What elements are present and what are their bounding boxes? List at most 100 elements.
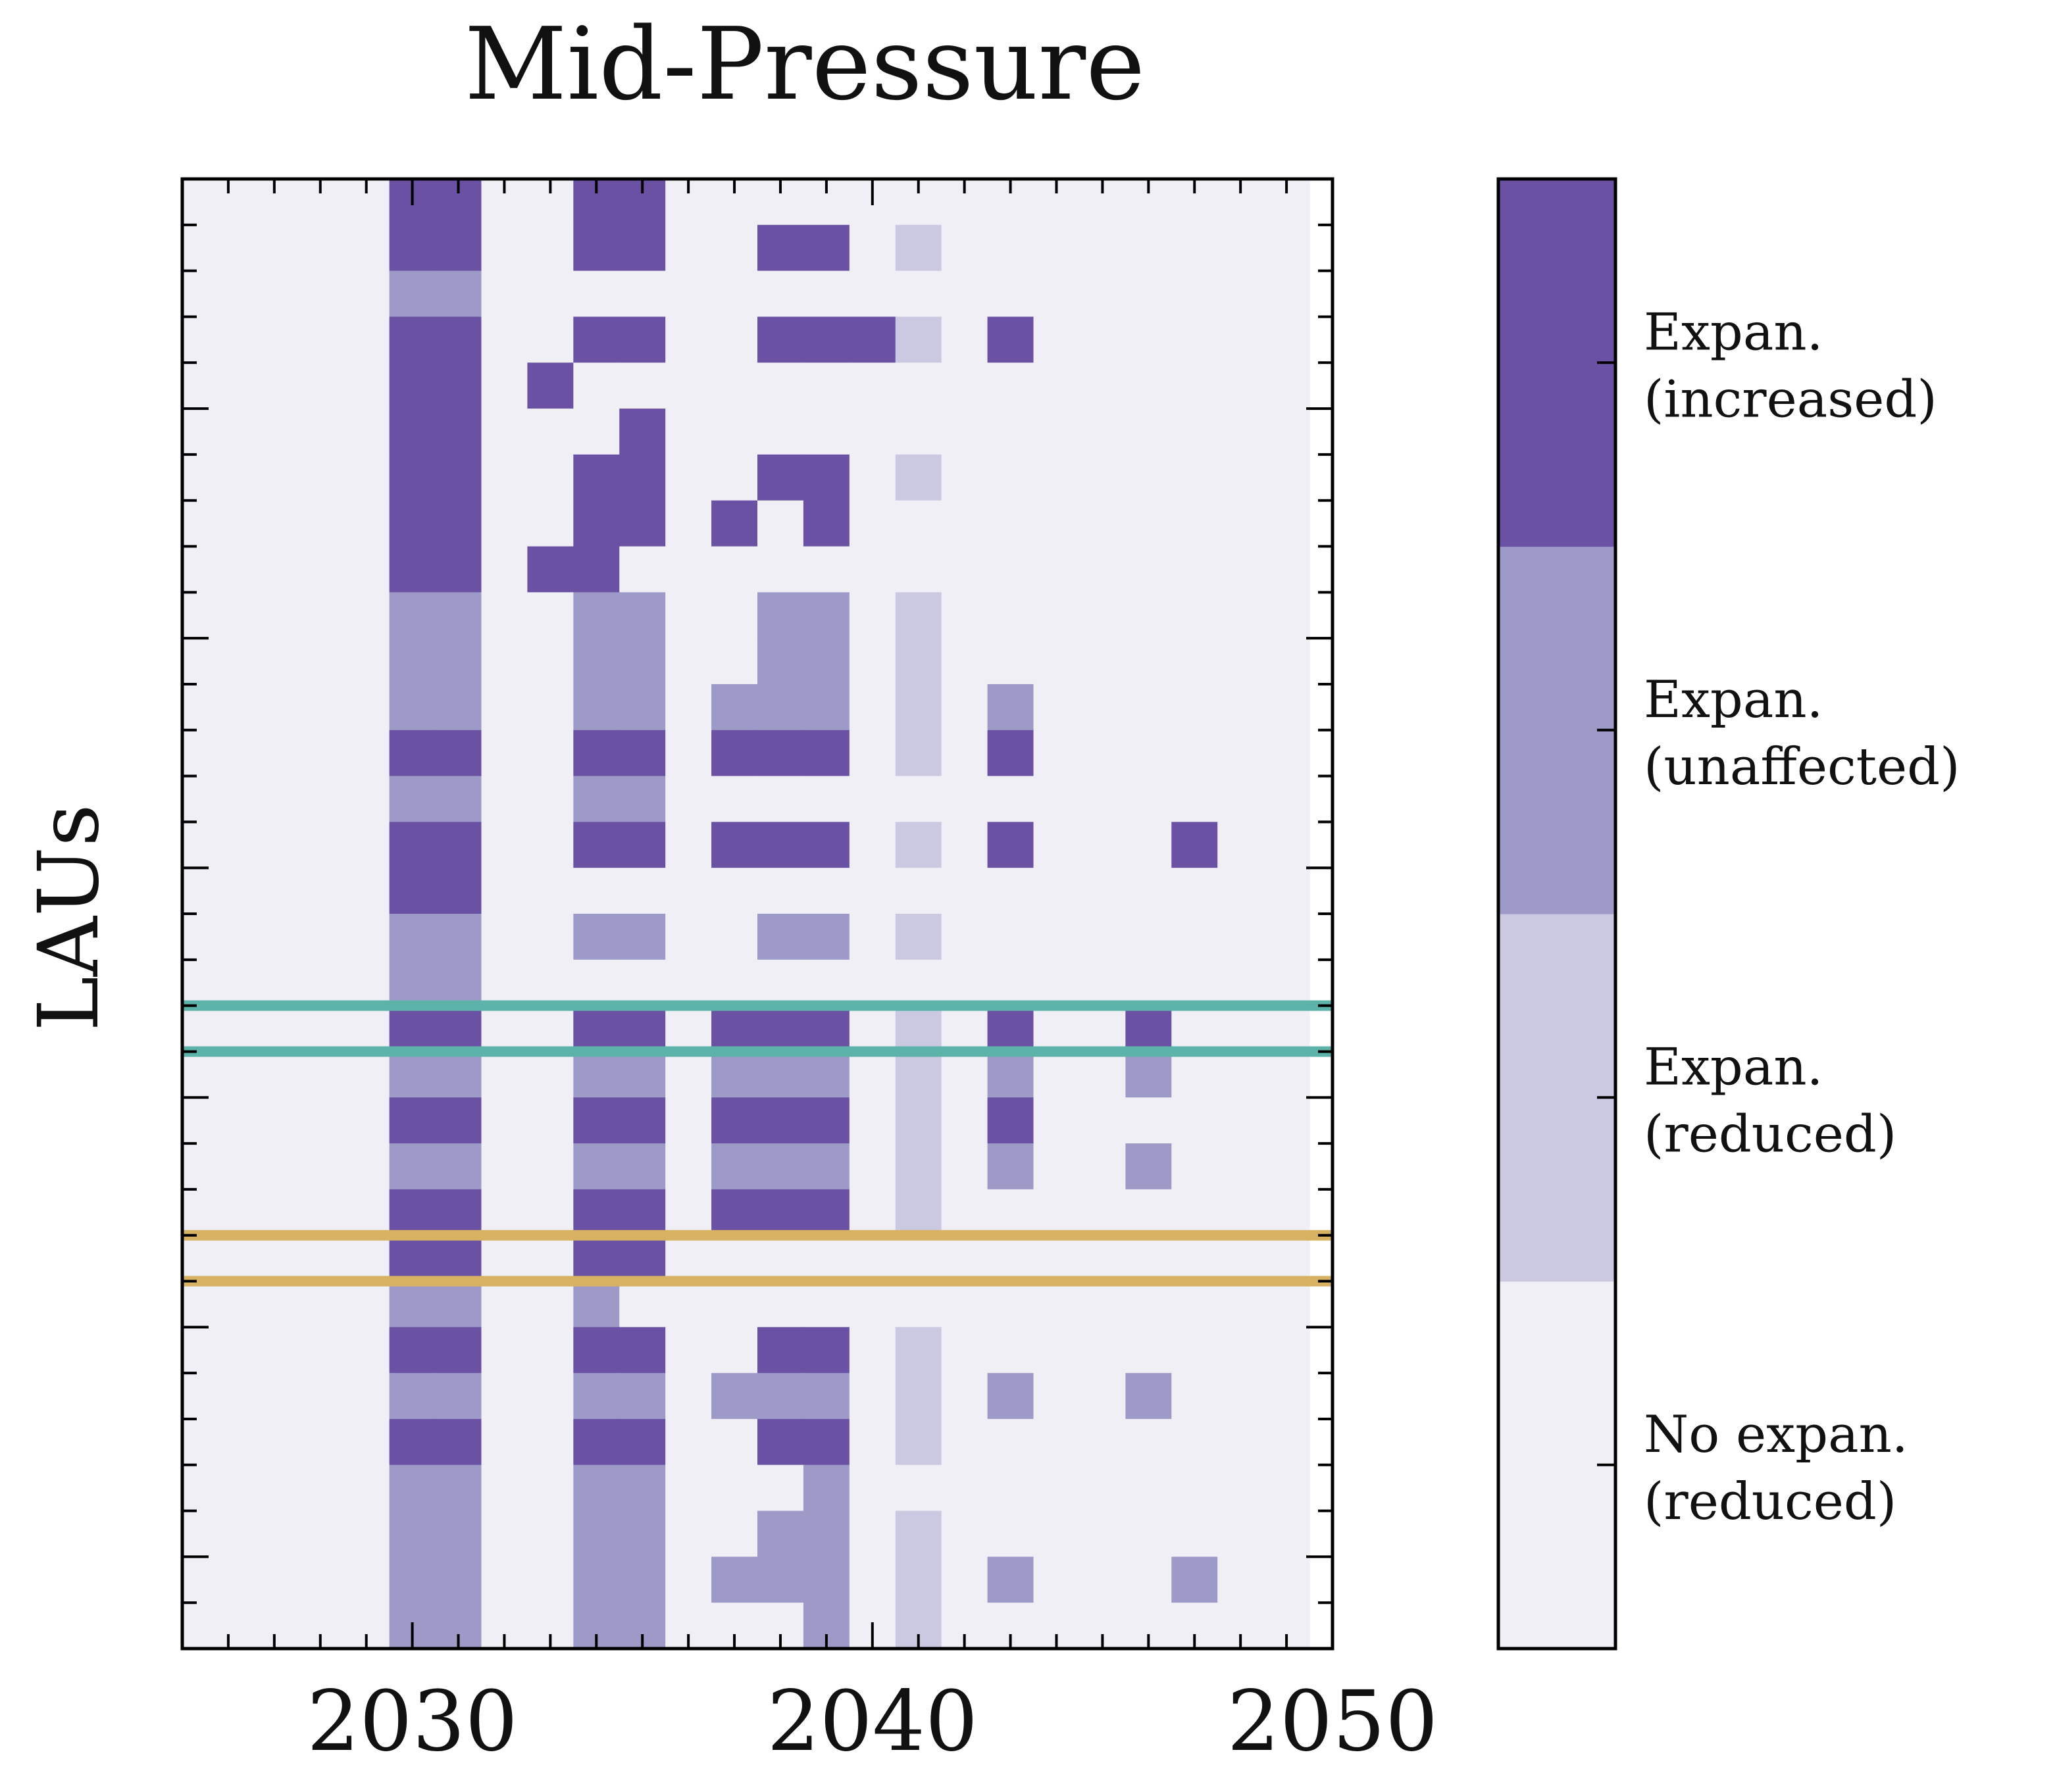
heatmap-cell [527, 1327, 574, 1374]
heatmap-cell [481, 638, 528, 685]
heatmap-cell [1033, 224, 1080, 272]
colorbar-label-line2: (increased) [1644, 370, 1937, 429]
heatmap-cell [1171, 1189, 1218, 1236]
heatmap-cell [1079, 1327, 1126, 1374]
x-tick-label: 2040 [767, 1673, 978, 1770]
heatmap-cell [757, 730, 804, 777]
heatmap-cell [757, 1097, 804, 1144]
heatmap-cell [182, 409, 206, 455]
heatmap-cell [389, 409, 436, 455]
heatmap-cell [251, 1373, 298, 1420]
heatmap-cell [573, 500, 620, 547]
heatmap-cell [757, 914, 804, 960]
heatmap-cell [251, 868, 298, 914]
heatmap-cell [297, 1510, 344, 1557]
heatmap-cell [665, 1373, 712, 1420]
heatmap-cell [182, 1143, 206, 1190]
heatmap-cell [803, 409, 850, 455]
heatmap-cell [297, 362, 344, 409]
heatmap-cell [481, 362, 528, 409]
heatmap-cell [1171, 224, 1218, 272]
heatmap-cell [619, 454, 666, 501]
heatmap-cell [849, 1464, 896, 1512]
heatmap-cell [182, 638, 206, 685]
heatmap-cell [435, 959, 482, 1007]
heatmap-cell [343, 1143, 390, 1190]
heatmap-cell [1125, 1097, 1172, 1144]
heatmap-cell [1079, 730, 1126, 777]
heatmap-cell [1171, 1327, 1218, 1374]
heatmap-cell [251, 914, 298, 960]
heatmap-cell [527, 592, 574, 639]
heatmap-cell [251, 270, 298, 318]
heatmap-cell [895, 1418, 942, 1466]
heatmap-cell [343, 914, 390, 960]
heatmap-cell [987, 1097, 1034, 1144]
heatmap-cell [205, 270, 252, 318]
heatmap-cell [251, 454, 298, 501]
heatmap-cell [895, 959, 942, 1007]
heatmap-cell [389, 362, 436, 409]
heatmap-cell [757, 362, 804, 409]
heatmap-cell [1217, 592, 1264, 639]
heatmap-cell [1125, 1556, 1172, 1603]
heatmap-cell [573, 684, 620, 731]
heatmap-cell [895, 1464, 942, 1512]
heatmap-cell [1171, 409, 1218, 455]
heatmap-cell [757, 1510, 804, 1557]
heatmap-cell [941, 224, 988, 272]
heatmap-cell [1125, 1281, 1172, 1328]
heatmap-cell [1263, 224, 1310, 272]
heatmap-cell [343, 1235, 390, 1282]
heatmap-cell [757, 638, 804, 685]
heatmap-cell [1033, 546, 1080, 593]
heatmap-cell [987, 1464, 1034, 1512]
heatmap-cell [182, 868, 206, 914]
heatmap-cell [711, 1143, 758, 1190]
heatmap-cell [573, 776, 620, 822]
heatmap-cell [803, 959, 850, 1007]
heatmap-cell [619, 224, 666, 272]
heatmap-cell [665, 868, 712, 914]
heatmap-cell [803, 1281, 850, 1328]
heatmap-cell [665, 409, 712, 455]
heatmap-cell [435, 1418, 482, 1466]
heatmap-cell [435, 822, 482, 868]
heatmap-cell [1171, 1051, 1218, 1098]
heatmap-cell [182, 1235, 206, 1282]
heatmap-cell [803, 454, 850, 501]
heatmap-cell [182, 316, 206, 363]
heatmap-cell [1033, 454, 1080, 501]
heatmap-cell [987, 776, 1034, 822]
heatmap-cell [389, 1051, 436, 1098]
heatmap-cell [1171, 1373, 1218, 1420]
heatmap-cell [1125, 1005, 1172, 1053]
heatmap-cell [1079, 914, 1126, 960]
heatmap-cell [1217, 316, 1264, 363]
heatmap-cell [803, 500, 850, 547]
heatmap-cell [711, 1510, 758, 1557]
heatmap-cell [1217, 1418, 1264, 1466]
heatmap-cell [665, 1005, 712, 1053]
heatmap-cell [251, 500, 298, 547]
heatmap-cell [1079, 1189, 1126, 1236]
heatmap-cell [987, 959, 1034, 1007]
heatmap-cell [665, 454, 712, 501]
heatmap-cell [1033, 914, 1080, 960]
x-tick-label: 2030 [307, 1673, 518, 1770]
heatmap-cell [481, 730, 528, 777]
heatmap-cell [619, 1235, 666, 1282]
heatmap-cell [527, 822, 574, 868]
heatmap-cell [1217, 1005, 1264, 1053]
heatmap-cell [987, 1005, 1034, 1053]
heatmap-cell [205, 1327, 252, 1374]
heatmap-cell [389, 500, 436, 547]
heatmap-cell [987, 1143, 1034, 1190]
heatmap-cell [343, 730, 390, 777]
heatmap-cell [711, 270, 758, 318]
heatmap-cell [1217, 409, 1264, 455]
heatmap-cell [895, 270, 942, 318]
heatmap-cell [1033, 1097, 1080, 1144]
heatmap-cell [895, 1510, 942, 1557]
heatmap-cell [1033, 362, 1080, 409]
